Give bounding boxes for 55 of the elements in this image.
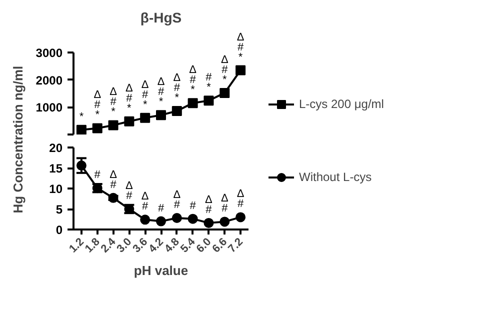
point (156, 110, 166, 120)
point (220, 88, 230, 98)
point (124, 116, 134, 126)
annotation: # (158, 202, 165, 214)
point (220, 216, 230, 227)
annotation: Δ # * (110, 86, 118, 118)
legend-label: Without L-cys (299, 170, 372, 184)
annotation: Δ # * (220, 54, 229, 86)
point (156, 216, 166, 226)
point (140, 214, 150, 225)
legend-label: L-cys 200 μg/ml (299, 97, 384, 111)
y-tick-label: 15 (49, 162, 63, 176)
annotation: Δ # (173, 189, 182, 212)
x-tick-label: 6.0 (194, 236, 214, 256)
point (236, 65, 246, 76)
annotation: Δ # * (157, 76, 166, 108)
point (76, 160, 86, 171)
y-tick-label: 3000 (36, 46, 63, 60)
annotation: Δ # (220, 192, 229, 215)
annotation: Δ # * (189, 64, 198, 96)
point (188, 214, 198, 224)
annotation: # (94, 169, 102, 182)
point (204, 96, 214, 106)
annotation: Δ # * (94, 89, 102, 122)
x-axis-title: pH value (134, 262, 188, 278)
annotation: Δ # (141, 190, 150, 213)
y-tick-label: 5 (56, 202, 63, 216)
y-tick-label: 1000 (36, 100, 63, 115)
annotation: * (79, 110, 84, 123)
y-axis-title: Hg Concentration ng/ml (10, 66, 26, 214)
annotation: Δ # * (236, 31, 245, 64)
annotation: Δ # * (173, 72, 182, 104)
annotation: # (190, 200, 197, 212)
annotation: Δ # (236, 188, 245, 210)
point (172, 106, 182, 116)
point (188, 98, 198, 108)
annotation: # * (206, 72, 213, 94)
point (236, 212, 246, 222)
point (140, 112, 150, 123)
point (92, 123, 102, 134)
point (204, 218, 214, 228)
y-tick-label: 2000 (36, 73, 63, 88)
annotation: Δ # * (141, 78, 150, 111)
point (76, 124, 86, 134)
y-tick-label: 0 (56, 223, 63, 237)
chart-title: β-HgS (140, 10, 182, 26)
y-tick-label: 10 (49, 182, 63, 196)
point (172, 213, 182, 224)
annotation: Δ # (110, 168, 118, 191)
annotation: Δ # (205, 194, 214, 216)
y-tick-label: 20 (49, 141, 63, 155)
annotation: Δ # (126, 180, 134, 202)
point (108, 120, 118, 130)
x-tick-label: 7.2 (226, 236, 246, 256)
annotation: Δ # * (126, 82, 134, 114)
